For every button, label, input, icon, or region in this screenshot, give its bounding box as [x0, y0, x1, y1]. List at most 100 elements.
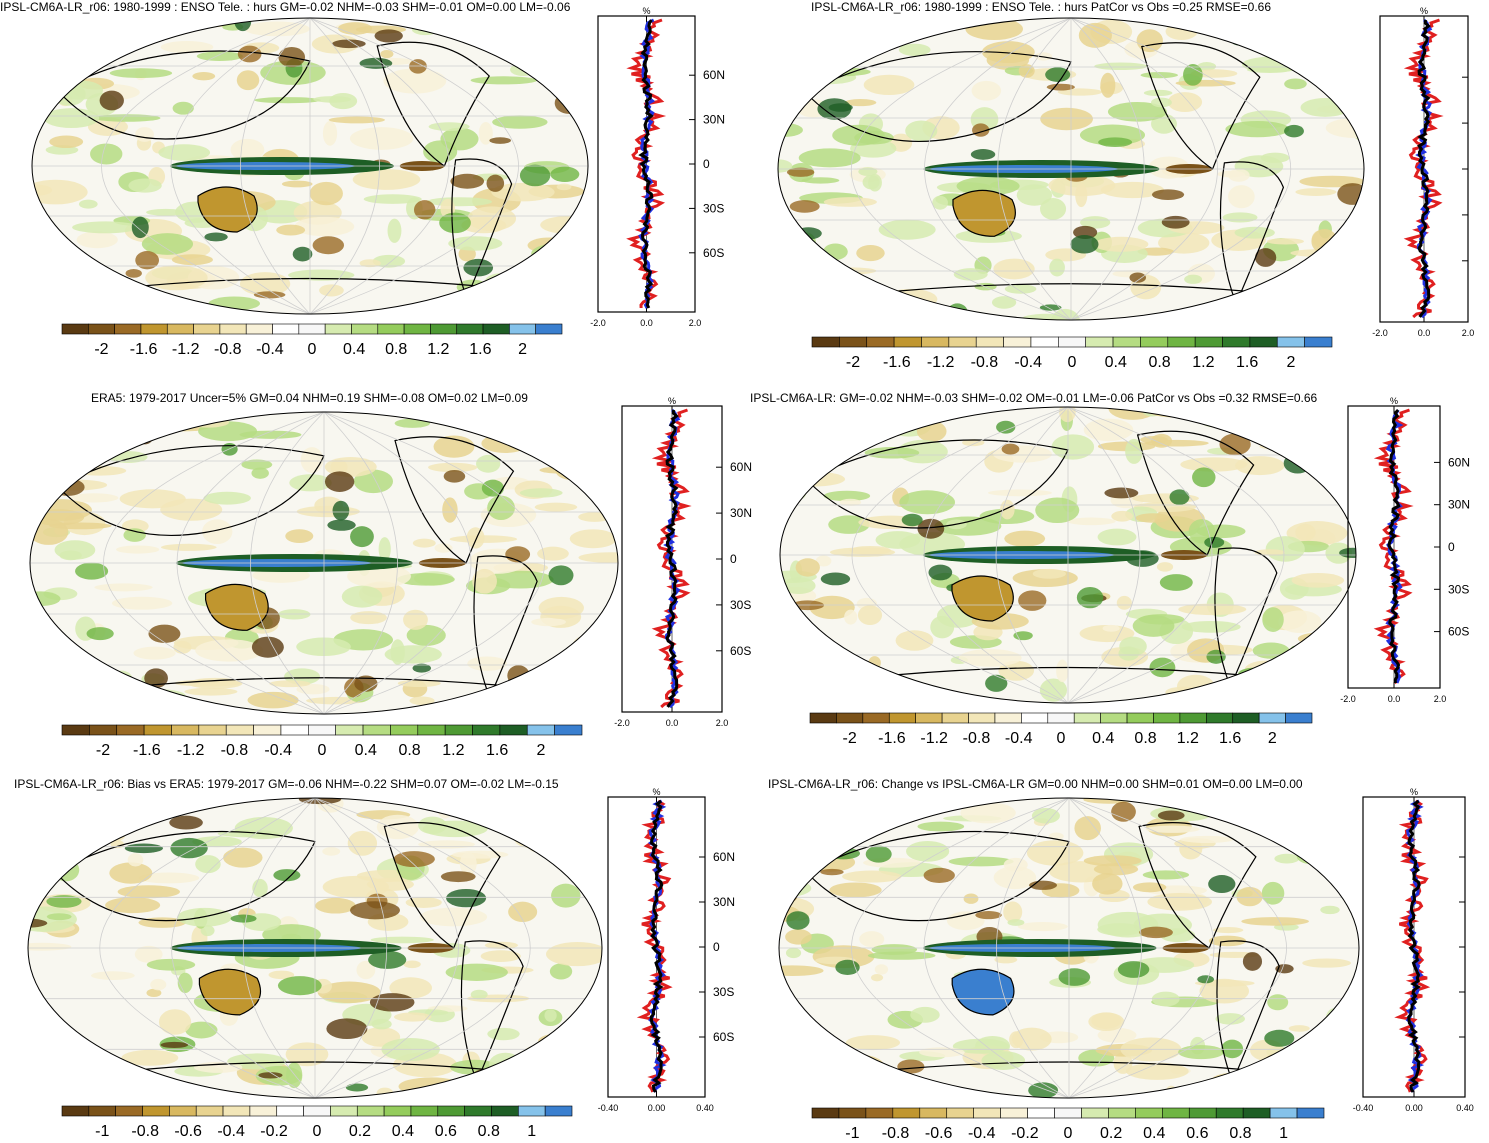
field-blob	[109, 862, 153, 884]
graticule-lon	[1068, 798, 1215, 1098]
field-blob	[998, 660, 1035, 681]
field-blob	[1215, 1013, 1246, 1025]
colorbar-swatch	[836, 712, 864, 724]
colorbar-label: -1	[845, 1125, 859, 1142]
colorbar-swatch	[1167, 336, 1196, 348]
colorbar-swatch	[472, 724, 501, 736]
field-blob	[1083, 855, 1142, 867]
field-blob	[105, 897, 161, 914]
colorbar-label: -2	[94, 341, 108, 358]
graticule-lon	[1067, 407, 1141, 703]
colorbar-label: 0.6	[435, 1123, 457, 1140]
map-field	[28, 798, 602, 1098]
colorbar-label: -0.8	[214, 341, 242, 358]
field-blob	[958, 649, 1022, 667]
field-blob	[923, 867, 955, 883]
field-blob	[1102, 624, 1120, 632]
x-tick-label: 2.0	[689, 318, 702, 328]
colorbar-swatch	[61, 323, 89, 335]
graticule-lon	[101, 18, 311, 314]
colorbar-swatch	[893, 336, 922, 348]
colorbar-swatch	[330, 1105, 358, 1117]
australia-outline	[952, 189, 1016, 237]
zonal-mean-plot-2: % -2.0 0.0 2.0	[1372, 6, 1475, 338]
field-blob	[46, 263, 93, 279]
field-blob	[142, 798, 182, 812]
field-blob	[383, 68, 447, 94]
colorbar-swatch	[303, 1105, 331, 1117]
colorbar-swatch	[377, 323, 405, 335]
field-blob	[448, 236, 503, 251]
field-blob	[573, 634, 608, 654]
field-blob	[428, 462, 478, 473]
field-blob	[142, 798, 190, 818]
colorbar-swatch	[362, 724, 391, 736]
field-blob	[1242, 952, 1263, 971]
field-blob	[845, 1035, 900, 1051]
field-blob	[1148, 407, 1201, 418]
graticule-lon	[1067, 407, 1213, 703]
x-tick-label: 2.0	[1434, 694, 1447, 704]
field-blob	[528, 696, 558, 714]
field-blob	[133, 646, 176, 660]
field-blob	[141, 233, 194, 255]
field-blob	[1140, 72, 1179, 79]
field-blob	[1151, 189, 1185, 200]
field-blob	[883, 288, 938, 310]
field-blob	[910, 1006, 940, 1023]
field-blob	[481, 479, 504, 497]
field-blob	[1197, 62, 1217, 71]
field-blob	[1098, 137, 1133, 148]
field-blob	[543, 295, 567, 314]
colorbar-swatch	[839, 336, 868, 348]
colorbar-swatch	[1296, 1107, 1325, 1119]
field-blob	[204, 232, 228, 242]
colorbar-label: -1.6	[130, 341, 158, 358]
colorbar-swatch	[272, 323, 300, 335]
colorbar-swatch	[554, 724, 583, 736]
map-field	[30, 412, 618, 714]
field-blob	[858, 167, 878, 177]
field-blob	[1300, 98, 1350, 117]
field-blob	[269, 680, 311, 688]
colorbar-swatch	[61, 1105, 90, 1117]
field-blob	[778, 35, 793, 49]
field-blob	[69, 266, 114, 288]
field-blob	[1145, 825, 1200, 833]
lat-tick-label: 0	[1448, 540, 1455, 554]
field-blob	[559, 43, 586, 69]
field-blob	[127, 853, 144, 867]
field-blob	[1078, 22, 1112, 48]
field-blob	[919, 1047, 965, 1058]
colorbar-swatch	[222, 1105, 251, 1117]
field-blob	[1307, 1072, 1340, 1082]
colorbar-label: -2	[846, 354, 860, 371]
field-blob	[1000, 499, 1015, 520]
lat-tick-label: 60N	[713, 850, 735, 864]
colorbar-swatch	[509, 323, 536, 335]
field-blob	[241, 459, 273, 470]
field-blob	[831, 407, 853, 414]
australia-outline	[205, 583, 269, 631]
field-blob	[247, 691, 299, 709]
zonal-line-black	[1387, 408, 1401, 684]
australia-outline	[197, 186, 258, 233]
graticule-lon	[995, 407, 1069, 703]
field-blob	[483, 273, 514, 298]
field-blob	[960, 802, 1016, 824]
colorbar-swatch	[61, 724, 90, 736]
field-blob	[542, 416, 557, 426]
x-tick-label: -2.0	[590, 318, 606, 328]
x-tick-label: 2.0	[1462, 328, 1475, 338]
field-blob	[237, 45, 262, 63]
map-panel-5	[27, 797, 603, 1099]
field-blob	[192, 72, 216, 81]
colorbar-swatch	[140, 323, 168, 335]
map-border	[777, 17, 1365, 321]
field-blob	[550, 166, 580, 182]
field-blob	[1291, 572, 1345, 588]
field-blob	[499, 1076, 532, 1097]
field-blob	[1129, 272, 1147, 283]
field-blob	[28, 801, 83, 825]
lat-tick-label: 30N	[713, 895, 735, 909]
